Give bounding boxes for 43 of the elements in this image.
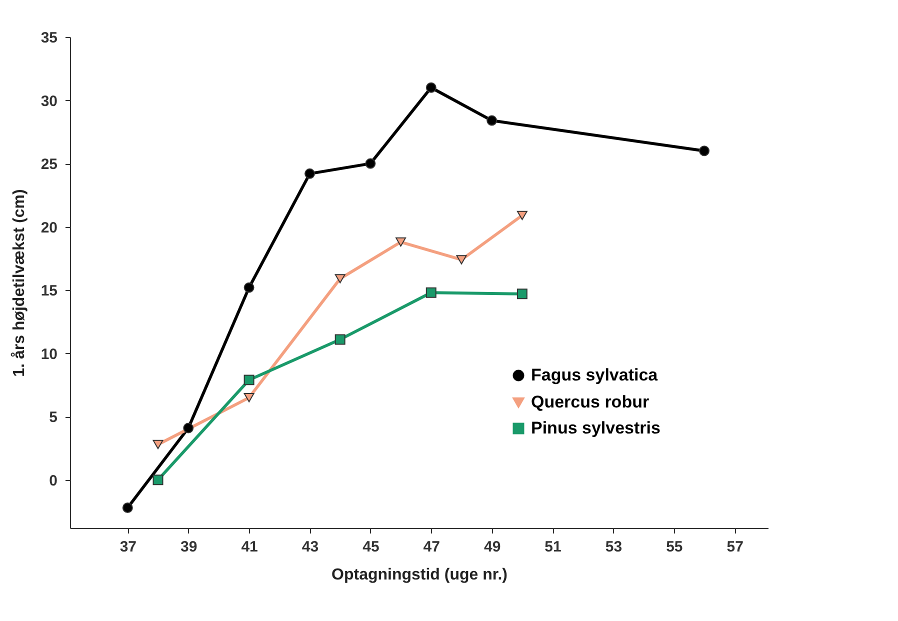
- y-tick-label: 30: [40, 92, 58, 110]
- point: [426, 82, 436, 93]
- x-tick-label: 39: [180, 538, 198, 556]
- y-tick-label: 15: [40, 282, 58, 300]
- point: [486, 115, 498, 126]
- x-tick-label: 55: [666, 538, 683, 556]
- point: [183, 422, 194, 434]
- point: [699, 146, 710, 156]
- legend-label: Pinus sylvestris: [531, 418, 660, 438]
- x-tick-label: 53: [605, 538, 622, 556]
- point: [244, 282, 254, 293]
- point: [334, 274, 346, 284]
- point: [426, 287, 436, 298]
- point: [152, 440, 164, 450]
- y-axis-title: 1. års højdetilvækst (cm): [10, 189, 28, 377]
- point: [365, 158, 376, 169]
- legend-label: Quercus robur: [531, 392, 650, 412]
- x-tick-label: 45: [362, 538, 380, 556]
- x-tick-label: 49: [484, 538, 501, 556]
- y-tick-label: 35: [40, 30, 58, 46]
- y-tick-label: 20: [40, 219, 58, 236]
- y-tick-label: 10: [40, 346, 58, 363]
- point: [122, 502, 133, 513]
- point: [244, 374, 254, 386]
- x-axis-title: Optagningstid (uge nr.): [332, 566, 508, 584]
- x-tick-label: 37: [120, 538, 137, 556]
- point: [244, 393, 254, 402]
- legend-label: Fagus sylvatica: [531, 366, 658, 384]
- point: [516, 210, 528, 220]
- point: [334, 334, 346, 345]
- y-tick-label: 5: [49, 409, 58, 426]
- point: [516, 288, 528, 300]
- point: [152, 474, 164, 486]
- point: [456, 255, 467, 264]
- point: [396, 237, 406, 247]
- point: [304, 168, 315, 179]
- y-tick-label: 0: [49, 472, 58, 490]
- x-tick-label: 41: [241, 538, 258, 556]
- x-tick-label: 57: [726, 538, 744, 556]
- x-tick-label: 51: [544, 538, 562, 556]
- y-tick-label: 25: [40, 156, 58, 174]
- x-tick-label: 47: [423, 538, 440, 556]
- x-tick-label: 43: [302, 538, 319, 556]
